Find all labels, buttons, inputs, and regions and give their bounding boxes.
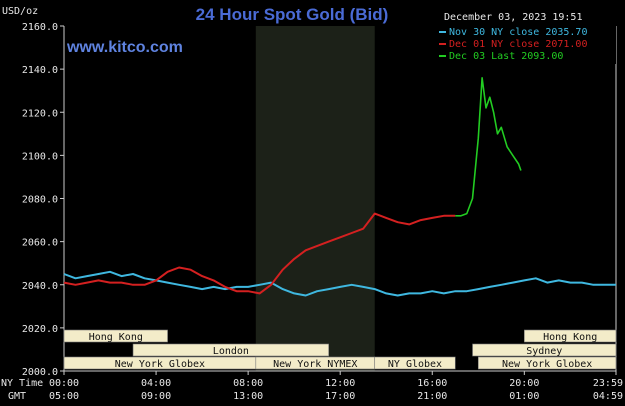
x-axis-gmt-label: GMT	[8, 391, 26, 402]
legend-entry: Nov 30 NY close 2035.70	[449, 27, 587, 38]
y-tick-label: 2160.0	[22, 22, 58, 33]
x-axis-ny-label: NY Time	[1, 378, 43, 389]
legend-box	[434, 25, 616, 64]
x-tick-label-gmt: 17:00	[325, 391, 355, 402]
nymex-shaded-region	[255, 26, 375, 371]
series-line-3	[455, 77, 522, 217]
y-tick-label: 2100.0	[22, 151, 58, 162]
x-tick-label-gmt: 01:00	[509, 391, 539, 402]
session-bar	[524, 329, 617, 343]
y-tick-label: 2000.0	[22, 367, 58, 378]
y-tick-label: 2140.0	[22, 65, 58, 76]
y-axis-units: USD/oz	[2, 6, 38, 17]
x-tick-label-ny: 00:00	[49, 378, 79, 389]
x-tick-label-ny: 20:00	[509, 378, 539, 389]
y-tick-label: 2020.0	[22, 324, 58, 335]
x-tick-label-ny: 12:00	[325, 378, 355, 389]
session-label: New York Globex	[115, 359, 205, 370]
series-line-2	[63, 212, 456, 295]
y-tick-label: 2060.0	[22, 238, 58, 249]
session-bar	[374, 356, 456, 370]
chart-title: 24 Hour Spot Gold (Bid)	[196, 5, 389, 24]
timestamp: December 03, 2023 19:51	[444, 12, 582, 23]
session-bar	[132, 343, 329, 357]
x-tick-label-gmt: 05:00	[49, 391, 79, 402]
x-tick-label-ny: 16:00	[417, 378, 447, 389]
legend-entry: Dec 01 NY close 2071.00	[449, 39, 587, 50]
x-tick-label-ny: 23:59	[593, 378, 623, 389]
x-tick-label-gmt: 04:59	[593, 391, 623, 402]
session-label: Hong Kong	[543, 332, 597, 343]
x-axis: NY Time GMT 00:00 05:00 04:00 09:00 08:00 13:00…	[1, 370, 623, 402]
y-tick-label: 2080.0	[22, 195, 58, 206]
session-label: London	[213, 346, 249, 357]
y-tick-label: 2040.0	[22, 281, 58, 292]
y-axis: 2160.0 2140.0 2120.0 2100.0 2080.0 2060.0 2040…	[22, 22, 617, 378]
series-lines	[63, 77, 616, 297]
session-bar	[63, 329, 168, 343]
session-bar	[477, 356, 617, 370]
x-tick-label-ny: 04:00	[141, 378, 171, 389]
session-label: New York NYMEX	[273, 359, 357, 370]
session-bars: Hong Kong Hong Kong London Sydney New York G…	[63, 329, 617, 370]
session-label: NY Globex	[388, 359, 442, 370]
x-tick-label-gmt: 13:00	[233, 391, 263, 402]
x-tick-label-gmt: 09:00	[141, 391, 171, 402]
session-label: Hong Kong	[89, 332, 143, 343]
session-label: Sydney	[526, 346, 562, 357]
legend-entry: Dec 03 Last 2093.00	[449, 51, 563, 62]
x-tick-label-ny: 08:00	[233, 378, 263, 389]
brand-watermark: www.kitco.com	[66, 39, 183, 56]
y-tick-label: 2120.0	[22, 108, 58, 119]
x-tick-label-gmt: 21:00	[417, 391, 447, 402]
session-label: New York Globex	[502, 359, 592, 370]
session-bar	[472, 343, 617, 357]
